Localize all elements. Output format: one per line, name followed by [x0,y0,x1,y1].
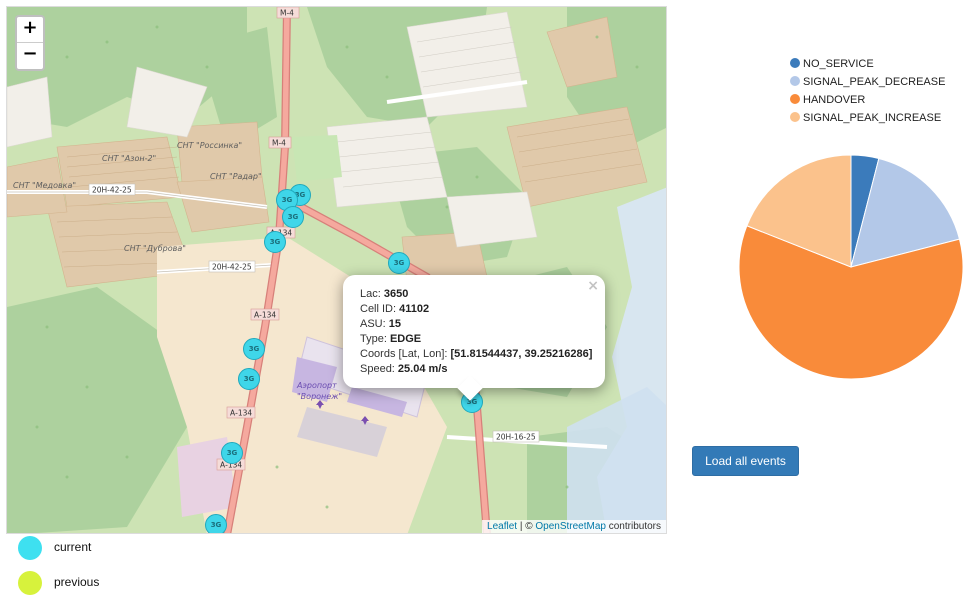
legend-previous: previous [18,571,99,595]
zoom-in-button[interactable]: + [17,17,43,43]
legend-item[interactable]: NO_SERVICE [790,55,945,73]
previous-swatch [18,571,42,595]
legend-swatch [790,94,800,104]
road-label: 20Н-16-25 [496,433,536,442]
event-pie-chart: NO_SERVICE SIGNAL_PEAK_DECREASE HANDOVER… [690,40,975,400]
road-label: А-134 [220,461,242,470]
legend-item[interactable]: HANDOVER [790,91,945,109]
place-label: СНТ "Радар" [210,172,262,181]
road-label: 20Н-42-25 [212,263,252,272]
road-label: 20Н-42-25 [92,186,132,195]
osm-link[interactable]: OpenStreetMap [535,521,606,532]
cell-marker-current[interactable]: 3G [282,206,304,228]
map-attribution: Leaflet | © OpenStreetMap contributors [482,520,666,533]
current-swatch [18,536,42,560]
zoom-out-button[interactable]: − [22,43,38,64]
pie-slice-handover[interactable] [738,225,964,380]
cell-marker-current[interactable]: 3G [388,252,410,274]
cell-marker-current[interactable]: 3G [243,338,265,360]
zoom-control: + − [15,15,45,71]
cell-info-popup: × Lac: 3650 Cell ID: 41102 ASU: 15 Type:… [343,275,605,388]
legend-swatch [790,112,800,122]
cell-marker-current[interactable]: 3G [264,231,286,253]
place-label: СНТ "Медовка" [13,181,76,190]
popup-speed: Speed: 25.04 m/s [360,363,448,375]
load-all-events-button[interactable]: Load all events [692,446,799,476]
pie-slice-signal-peak-decrease[interactable] [850,157,961,268]
legend-item[interactable]: SIGNAL_PEAK_INCREASE [790,109,945,127]
road-label: М-4 [272,139,286,148]
legend-swatch [790,76,800,86]
place-label: СНТ "Азон-2" [102,154,156,163]
place-label: "Воронеж" [297,392,342,401]
popup-type: Type: EDGE [360,333,422,345]
cell-marker-current[interactable]: 3G [205,514,227,533]
chart-legend: NO_SERVICE SIGNAL_PEAK_DECREASE HANDOVER… [790,55,945,127]
place-label: СНТ "Дуброва" [124,244,186,253]
map[interactable]: СНТ "Азон-2" СНТ "Россинка" СНТ "Медовка… [6,6,667,534]
road-label: А-134 [230,409,252,418]
popup-cell-id: Cell ID: 41102 [360,303,430,315]
map-tiles: СНТ "Азон-2" СНТ "Россинка" СНТ "Медовка… [7,7,666,533]
place-label: СНТ "Россинка" [177,141,242,150]
legend-swatch [790,58,800,68]
cell-marker-current[interactable]: 3G [221,442,243,464]
legend-current: current [18,536,91,560]
legend-item[interactable]: SIGNAL_PEAK_DECREASE [790,73,945,91]
road-label: А-134 [254,311,276,320]
pie-svg [738,154,964,380]
place-label: Аэропорт [296,381,337,390]
road-label: М-4 [280,9,294,18]
popup-coords: Coords [Lat, Lon]: [51.81544437, 39.2521… [360,348,593,360]
popup-lac: Lac: 3650 [360,288,409,300]
popup-close-button[interactable]: × [587,278,599,294]
leaflet-link[interactable]: Leaflet [487,521,518,532]
cell-marker-current[interactable]: 3G [238,368,260,390]
pie-slice-signal-peak-increase[interactable] [746,154,852,268]
popup-asu: ASU: 15 [360,318,401,330]
